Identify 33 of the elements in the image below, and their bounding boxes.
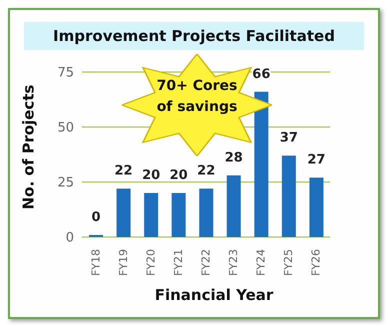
x-tick-label: FY26: [310, 249, 323, 276]
y-tick-label: 50: [57, 120, 74, 136]
annotation: 70+ Cores of savings: [156, 77, 238, 117]
x-axis-title: Financial Year: [154, 286, 274, 304]
x-tick-label: FY19: [116, 249, 130, 276]
y-tick-label: 75: [57, 66, 74, 81]
x-tick-label: FY25: [282, 249, 296, 276]
x-tick-label: FY18: [89, 249, 102, 276]
x-tick-label: FY23: [227, 249, 240, 276]
data-label: 37: [280, 130, 298, 146]
bar: [309, 178, 324, 237]
bar: [144, 193, 158, 237]
data-label: 22: [197, 164, 216, 179]
bar: [282, 156, 296, 237]
data-label: 22: [114, 164, 133, 179]
bar: [226, 175, 241, 237]
x-tick-label: FY20: [144, 249, 158, 276]
y-tick-label: 0: [66, 230, 74, 246]
data-label: 27: [307, 152, 326, 168]
bar: [116, 188, 131, 237]
y-axis-title: No. of Projects: [19, 84, 38, 210]
data-label: 28: [224, 150, 243, 166]
x-tick-label: FY22: [200, 249, 212, 276]
x-tick-label: FY24: [254, 249, 268, 276]
y-tick-label: 25: [57, 176, 74, 191]
x-tick-label: FY21: [172, 249, 185, 276]
data-label: 0: [91, 210, 101, 225]
bar: [199, 188, 214, 237]
data-label: 20: [142, 168, 160, 183]
bar: [172, 193, 186, 237]
chart-title: Improvement Projects Facilitated: [24, 22, 364, 50]
data-label: 20: [170, 168, 188, 183]
bar: [254, 92, 268, 237]
